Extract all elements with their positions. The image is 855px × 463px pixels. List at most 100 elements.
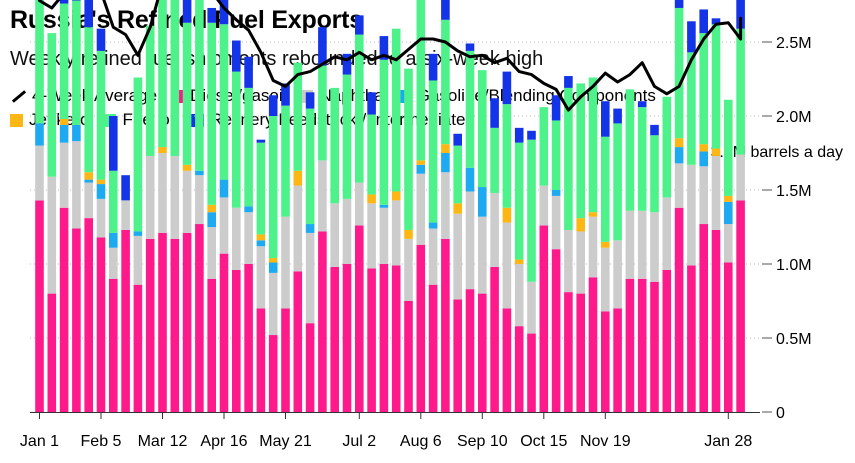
bar-segment [674,138,684,148]
bar-segment [441,144,450,153]
bar-segment [133,284,143,412]
bar-segment [674,163,684,208]
bar-segment [662,197,672,270]
bar-segment [109,278,118,412]
bar-segment [588,77,598,213]
bar-segment [195,224,204,412]
bar-segment [502,308,512,412]
bar-segment [109,247,118,279]
bar-segment [724,195,733,202]
bar-segment [724,262,733,412]
bar-segment [428,222,438,229]
bar-segment [305,232,315,324]
bar-segment [576,83,585,219]
bar-segment [453,203,462,214]
bar-segment [711,148,721,156]
x-tick-label: Apr 16 [200,433,247,450]
bar-segment [514,127,524,143]
bar-segment [514,142,524,260]
bar-segment [330,203,339,267]
bar-segment [613,123,622,241]
bar-segment [711,18,721,25]
bar-segment [232,71,241,208]
bar-segment [330,87,339,204]
bar-segment [84,179,93,183]
x-tick-label: May 21 [259,433,312,450]
bar-segment [109,116,118,171]
bar-segment [478,70,487,188]
bar-segment [219,24,229,180]
x-tick-label: Mar 12 [138,433,188,450]
bar-segment [318,160,327,232]
bar-segment [256,308,266,412]
bar-segment [379,264,389,412]
bar-segment [84,27,93,173]
bar-segment [441,19,450,145]
bar-segment [650,135,659,213]
bar-segment [207,227,216,279]
bar-segment [613,240,622,309]
bar-segment [219,197,229,254]
bar-segment [256,234,266,241]
bar-segment [281,216,290,309]
bar-segment [256,139,266,143]
bar-segment [687,265,696,412]
bar-segment [465,43,475,51]
bar-segment [355,225,364,412]
bar-segment [465,191,475,290]
bar-segment [47,293,57,412]
bar-segment [724,224,733,263]
bar-segment [59,118,69,125]
bar-segment [207,212,216,227]
bar-segment [674,0,684,8]
bar-segment [601,241,610,248]
bar-segment [687,164,696,266]
bar-segment [441,238,450,412]
bar-segment [158,153,167,233]
bar-segment [281,83,290,106]
bar-segment [59,3,69,119]
bar-segment [232,40,241,72]
bar-segment [367,203,376,269]
bar-segment [72,0,81,125]
bar-segment [711,229,721,412]
bar-segment [637,107,647,211]
bar-segment [207,22,216,205]
bar-segment [182,170,192,233]
bar-segment [465,167,475,192]
bar-segment [453,133,462,146]
bar-segment [232,207,241,270]
bar-segment [72,141,81,229]
bar-segment [699,151,708,167]
bar-segment [268,116,278,259]
bar-segment [96,179,106,185]
bar-segment [514,259,524,264]
bar-segment [625,210,635,279]
bar-segment [576,293,585,412]
bar-segment [711,155,721,230]
bar-segment [637,278,647,412]
bar-segment [674,147,684,164]
bar-segment [84,172,93,180]
bar-segment [465,50,475,168]
bar-segment [133,77,143,232]
bar-segment [502,222,512,309]
bar-segment [219,0,229,25]
bar-segment [674,7,684,139]
bar-segment [490,192,499,267]
bar-segment [416,0,426,161]
bar-segment [613,308,622,412]
bar-segment [699,144,708,152]
x-tick-label: Jan 28 [704,433,752,450]
bar-segment [219,253,229,412]
bar-segment [551,195,561,250]
bar-segment [268,272,278,336]
bar-segment [207,278,216,412]
bar-segment [637,101,647,108]
bar-segment [551,249,561,412]
bar-segment [736,200,745,412]
bar-segment [502,71,512,105]
bar-segment [293,271,303,412]
bar-segment [416,160,426,165]
bar-segment [182,232,192,412]
